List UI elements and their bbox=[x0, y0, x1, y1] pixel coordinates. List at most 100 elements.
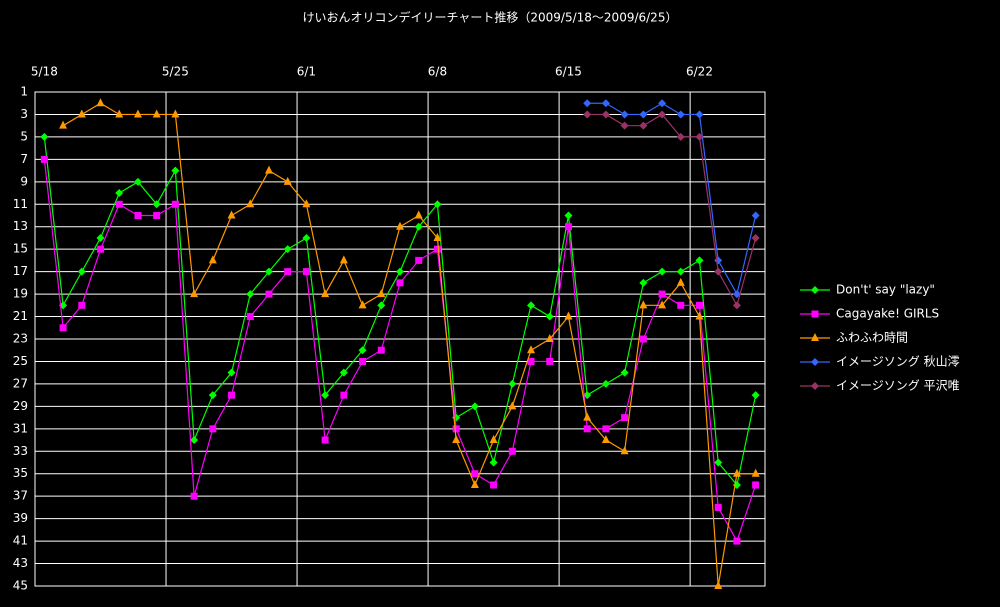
data-point bbox=[264, 165, 273, 174]
data-point bbox=[695, 110, 704, 119]
legend-label: Cagayake! GIRLS bbox=[836, 307, 939, 321]
data-point bbox=[452, 425, 460, 433]
data-point bbox=[414, 210, 423, 219]
data-point bbox=[677, 301, 685, 309]
data-point bbox=[676, 110, 685, 119]
legend-label: イメージソング 平沢唯 bbox=[836, 379, 960, 393]
data-point bbox=[658, 290, 666, 298]
data-point bbox=[564, 211, 573, 220]
data-point bbox=[208, 391, 217, 400]
data-point bbox=[133, 109, 142, 118]
y-tick-label: 25 bbox=[13, 354, 28, 368]
y-tick-label: 45 bbox=[13, 579, 28, 593]
data-point bbox=[377, 289, 386, 298]
y-tick-label: 13 bbox=[13, 219, 28, 233]
legend-marker bbox=[811, 310, 819, 318]
data-point bbox=[695, 256, 704, 265]
data-point bbox=[321, 289, 330, 298]
y-tick-label: 17 bbox=[13, 264, 28, 278]
series-line bbox=[43, 159, 757, 543]
data-point bbox=[489, 458, 498, 467]
data-point bbox=[208, 255, 217, 264]
data-point bbox=[227, 368, 236, 377]
data-point bbox=[133, 177, 142, 186]
chart-title: けいおんオリコンデイリーチャート推移（2009/5/18～2009/6/25） bbox=[303, 10, 678, 25]
data-point bbox=[396, 279, 404, 287]
data-point bbox=[470, 479, 479, 488]
data-point bbox=[115, 189, 124, 198]
data-point bbox=[59, 120, 68, 129]
y-tick-label: 37 bbox=[13, 489, 28, 503]
data-point bbox=[340, 391, 348, 399]
data-point bbox=[470, 402, 479, 411]
data-point bbox=[583, 391, 592, 400]
data-point bbox=[714, 503, 722, 511]
y-tick-label: 39 bbox=[13, 511, 28, 525]
legend-marker bbox=[811, 286, 819, 294]
y-tick-label: 33 bbox=[13, 444, 28, 458]
data-point bbox=[321, 391, 330, 400]
data-point bbox=[601, 110, 610, 119]
data-point bbox=[171, 200, 179, 208]
data-point bbox=[228, 391, 236, 399]
data-point bbox=[302, 199, 311, 208]
data-point bbox=[358, 300, 367, 309]
x-tick-label: 6/22 bbox=[686, 65, 713, 79]
plot-frame bbox=[34, 91, 766, 587]
data-point bbox=[620, 110, 629, 119]
y-tick-label: 7 bbox=[20, 152, 28, 166]
x-tick-label: 5/25 bbox=[162, 65, 189, 79]
data-point bbox=[620, 368, 629, 377]
x-tick-label: 6/8 bbox=[428, 65, 447, 79]
data-point bbox=[209, 425, 217, 433]
data-point bbox=[77, 109, 86, 118]
y-tick-label: 41 bbox=[13, 534, 28, 548]
data-point bbox=[433, 200, 442, 209]
data-point bbox=[527, 345, 536, 354]
data-point bbox=[134, 212, 142, 219]
x-tick-label: 5/18 bbox=[31, 65, 58, 79]
legend-label: Don't' say "lazy" bbox=[836, 283, 935, 297]
data-point bbox=[583, 425, 591, 433]
data-point bbox=[302, 268, 310, 276]
data-point bbox=[527, 301, 536, 310]
series-line bbox=[43, 136, 757, 487]
data-point bbox=[527, 357, 535, 365]
data-point bbox=[564, 311, 573, 320]
data-point bbox=[751, 468, 760, 477]
data-point bbox=[639, 335, 647, 343]
data-point bbox=[284, 268, 292, 276]
data-point bbox=[752, 481, 760, 489]
data-point bbox=[695, 311, 704, 320]
data-point bbox=[115, 200, 123, 208]
data-point bbox=[508, 401, 517, 410]
data-point bbox=[339, 368, 348, 377]
data-point bbox=[264, 267, 273, 276]
data-point bbox=[490, 481, 498, 489]
data-point bbox=[751, 211, 760, 220]
data-point bbox=[377, 301, 386, 310]
data-point bbox=[714, 256, 723, 265]
data-point bbox=[583, 110, 592, 119]
data-point bbox=[414, 222, 423, 231]
data-point bbox=[396, 267, 404, 276]
data-point bbox=[59, 324, 67, 332]
data-point bbox=[96, 98, 105, 107]
data-point bbox=[620, 446, 629, 455]
data-point bbox=[658, 267, 667, 276]
data-point bbox=[695, 132, 704, 141]
data-point bbox=[321, 436, 329, 444]
data-point bbox=[545, 312, 554, 321]
data-point bbox=[339, 255, 348, 264]
data-point bbox=[40, 132, 49, 141]
data-point bbox=[732, 301, 741, 310]
data-point bbox=[433, 232, 442, 241]
data-point bbox=[415, 256, 423, 264]
data-point bbox=[508, 379, 517, 388]
data-point bbox=[676, 132, 685, 141]
data-point bbox=[153, 212, 161, 219]
legend-label: ふわふわ時間 bbox=[836, 331, 908, 345]
y-tick-label: 1 bbox=[20, 85, 28, 99]
y-tick-label: 15 bbox=[13, 242, 28, 256]
data-point bbox=[471, 470, 479, 478]
